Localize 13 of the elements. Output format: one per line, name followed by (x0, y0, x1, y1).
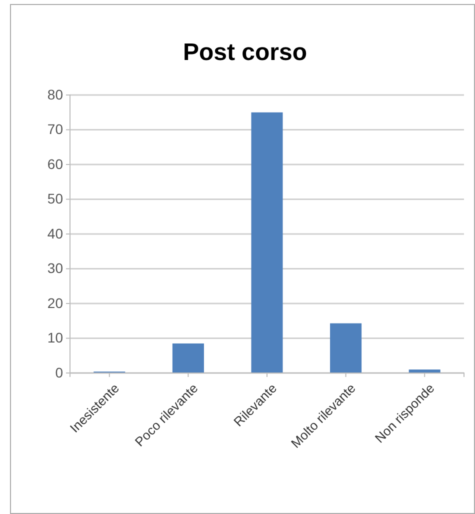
bar (172, 343, 204, 373)
y-tick-label: 80 (47, 86, 64, 102)
y-tick-label: 50 (47, 190, 64, 207)
y-tick-label: 10 (47, 330, 64, 346)
y-tick-label: 30 (47, 260, 64, 276)
y-tick-label: 70 (47, 121, 64, 138)
y-tick-label: 20 (47, 294, 64, 311)
y-tick-label: 0 (55, 364, 64, 380)
chart-title: Post corso (182, 39, 308, 66)
y-tick-label: 40 (47, 225, 64, 242)
bar (251, 112, 283, 373)
y-tick-label: 60 (47, 156, 64, 172)
bar (330, 323, 362, 373)
